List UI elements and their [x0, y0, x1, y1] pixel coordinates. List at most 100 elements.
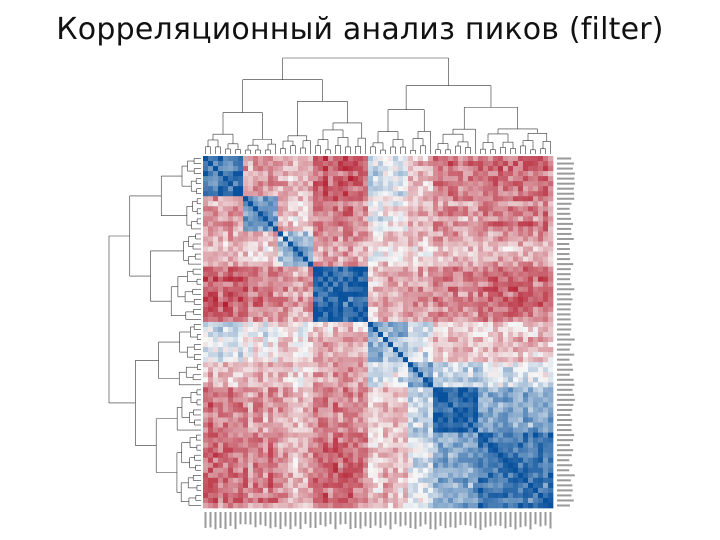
heatmap-cell: [543, 337, 549, 343]
heatmap-cell: [303, 221, 309, 227]
heatmap-cell: [253, 206, 259, 212]
heatmap-cell: [253, 402, 259, 408]
heatmap-cell: [208, 392, 214, 398]
heatmap-cell: [433, 286, 439, 293]
heatmap-cell: [253, 211, 259, 217]
heatmap-cell: [248, 166, 254, 172]
heatmap-cell: [538, 221, 544, 227]
heatmap-cell: [468, 176, 474, 182]
heatmap-cell: [458, 382, 464, 388]
heatmap-cell: [208, 306, 214, 313]
heatmap-cell: [508, 442, 514, 449]
heatmap-cell: [498, 266, 504, 273]
heatmap-cell: [298, 271, 304, 278]
heatmap-cell: [433, 276, 439, 283]
heatmap-cell: [493, 407, 499, 413]
heatmap-cell: [478, 231, 484, 237]
heatmap-cell: [313, 246, 319, 252]
heatmap-cell: [433, 352, 439, 358]
heatmap-cell: [248, 156, 254, 162]
heatmap-cell: [363, 362, 369, 368]
heatmap-cell: [483, 271, 489, 278]
heatmap-cell: [353, 301, 359, 308]
heatmap-cell: [313, 321, 319, 328]
heatmap-cell: [483, 256, 489, 262]
heatmap-cell: [278, 156, 284, 162]
heatmap-cell: [533, 321, 539, 328]
heatmap-cell: [473, 347, 479, 353]
heatmap-cell: [213, 462, 219, 469]
heatmap-cell: [313, 447, 319, 454]
heatmap-cell: [268, 357, 274, 363]
heatmap-cell: [203, 261, 209, 267]
heatmap-cell: [213, 191, 219, 197]
heatmap-cell: [408, 437, 414, 443]
heatmap-cell: [223, 352, 229, 358]
heatmap-cell: [498, 367, 504, 373]
heatmap-cell: [308, 296, 314, 303]
heatmap-cell: [313, 427, 319, 433]
heatmap-cell: [378, 397, 384, 403]
heatmap-cell: [268, 176, 274, 182]
heatmap-cell: [443, 236, 449, 242]
heatmap-cell: [488, 221, 494, 227]
heatmap-cell: [248, 276, 254, 283]
heatmap-cell: [298, 402, 304, 408]
heatmap-cell: [308, 472, 314, 479]
heatmap-cell: [413, 211, 419, 217]
heatmap-cell: [513, 337, 519, 343]
heatmap-cell: [548, 467, 554, 474]
heatmap-cell: [243, 171, 249, 177]
heatmap-cell: [473, 271, 479, 278]
heatmap-cell: [458, 226, 464, 232]
heatmap-cell: [333, 372, 339, 378]
heatmap-cell: [428, 422, 434, 428]
heatmap-cell: [393, 432, 399, 438]
heatmap-cell: [383, 432, 389, 438]
heatmap-cell: [363, 437, 369, 443]
heatmap-cell: [248, 181, 254, 187]
heatmap-cell: [403, 246, 409, 252]
heatmap-cell: [468, 342, 474, 348]
heatmap-cell: [243, 166, 249, 172]
heatmap-cell: [498, 281, 504, 288]
heatmap-cell: [363, 417, 369, 423]
heatmap-cell: [233, 417, 239, 423]
heatmap-cell: [248, 427, 254, 433]
heatmap-cell: [368, 311, 374, 318]
heatmap-cell: [373, 392, 379, 398]
heatmap-cell: [318, 326, 324, 333]
heatmap-cell: [458, 256, 464, 262]
heatmap-cell: [418, 452, 424, 459]
heatmap-cell: [548, 452, 554, 459]
heatmap-cell: [463, 377, 469, 383]
heatmap-cell: [203, 211, 209, 217]
heatmap-cell: [398, 387, 404, 393]
heatmap-cell: [498, 306, 504, 313]
heatmap-cell: [253, 457, 259, 464]
heatmap-cell: [408, 407, 414, 413]
heatmap-cell: [233, 472, 239, 479]
heatmap-cell: [513, 377, 519, 383]
heatmap-cell: [388, 291, 394, 298]
heatmap-cell: [483, 337, 489, 343]
heatmap-cell: [503, 281, 509, 288]
heatmap-cell: [423, 181, 429, 187]
heatmap-cell: [388, 231, 394, 237]
heatmap-cell: [308, 347, 314, 353]
heatmap-cell: [448, 432, 454, 438]
heatmap-cell: [318, 306, 324, 313]
heatmap-cell: [533, 301, 539, 308]
heatmap-cell: [243, 191, 249, 197]
heatmap-cell: [313, 241, 319, 247]
heatmap-cell: [453, 211, 459, 217]
heatmap-cell: [343, 316, 349, 323]
heatmap-cell: [503, 246, 509, 252]
heatmap-cell: [223, 186, 229, 192]
heatmap-cell: [488, 281, 494, 288]
heatmap-cell: [528, 311, 534, 318]
heatmap-cell: [243, 417, 249, 423]
heatmap-cell: [463, 186, 469, 192]
heatmap-cell: [498, 422, 504, 428]
heatmap-cell: [403, 321, 409, 328]
